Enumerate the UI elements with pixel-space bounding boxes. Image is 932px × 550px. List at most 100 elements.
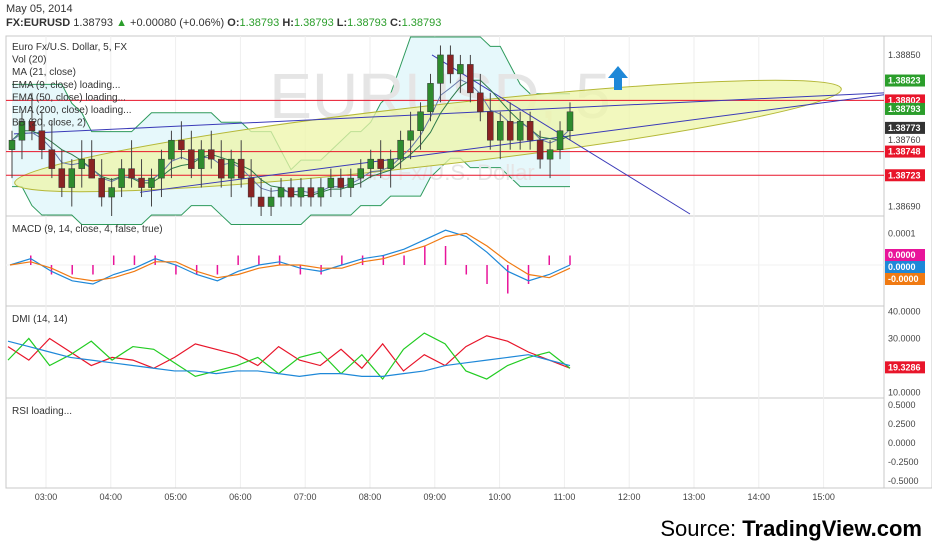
candle-body — [178, 139, 185, 150]
candle-body — [566, 111, 574, 131]
candle-body — [148, 177, 155, 188]
low-value: 1.38793 — [347, 17, 387, 29]
price-label-text: 0.0000 — [888, 262, 916, 272]
candle-body — [227, 158, 235, 179]
y-tick-label: 1.38760 — [888, 135, 921, 145]
y-tick-label: 0.5000 — [888, 400, 916, 410]
price-label-box — [885, 145, 925, 158]
candle-body — [297, 187, 305, 198]
x-tick-label: 09:00 — [424, 492, 447, 502]
candle-body — [467, 64, 474, 94]
candle-body — [477, 92, 484, 113]
x-tick-label: 11:00 — [553, 492, 575, 502]
price-change: +0.00080 (+0.06%) — [130, 17, 225, 29]
price-label-text: 1.38723 — [888, 170, 921, 180]
x-tick-label: 05:00 — [164, 492, 187, 502]
dmi-minus-line — [7, 332, 571, 381]
open-value: 1.38793 — [239, 17, 280, 29]
y-tick-label: 1.38690 — [888, 202, 921, 212]
candle-body — [68, 168, 76, 188]
x-tick-label: 04:00 — [100, 492, 123, 502]
price-label-box — [885, 273, 925, 285]
candle-body — [267, 196, 275, 207]
trendline-upper — [13, 92, 885, 135]
candle-body — [138, 177, 145, 188]
price-label-text: 1.38802 — [888, 95, 921, 105]
candle-body — [437, 54, 444, 84]
price-label-box — [885, 249, 925, 261]
candle-body — [536, 139, 544, 160]
candle-body — [198, 149, 205, 169]
price-label-box — [885, 169, 925, 182]
x-tick-label: 08:00 — [359, 492, 382, 502]
candle-body — [28, 121, 36, 131]
candle-body — [208, 149, 215, 160]
source-name: TradingView.com — [742, 516, 922, 541]
candle-body — [118, 168, 125, 188]
symbol-quote-line: FX:EURUSD 1.38793 ▲ +0.00080 (+0.06%) O:… — [6, 17, 441, 29]
adx-line — [7, 340, 571, 377]
study-legend-item: Euro Fx/U.S. Dollar, 5, FX — [12, 42, 127, 53]
trendline-lower — [139, 94, 885, 193]
y-tick-label: 0.0000 — [888, 438, 916, 448]
bollinger-lower-line — [12, 157, 570, 226]
price-label-text: 1.38823 — [888, 76, 921, 86]
y-tick-label: -0.2500 — [888, 457, 919, 467]
candle-body — [58, 168, 66, 188]
x-tick-label: 07:00 — [294, 492, 317, 502]
study-legend-item: BB (20, close, 2) — [12, 118, 86, 129]
last-price: 1.38793 — [73, 17, 113, 29]
high-label: H: — [282, 17, 294, 29]
x-tick-label: 13:00 — [683, 492, 706, 502]
candle-body — [457, 64, 464, 75]
candle-body — [506, 121, 514, 141]
candle-body — [38, 130, 46, 150]
x-tick-label: 15:00 — [812, 492, 835, 502]
candle-body — [188, 149, 195, 169]
price-label-box — [885, 361, 925, 374]
macd-signal-line — [9, 232, 571, 282]
candle-body — [128, 168, 135, 179]
candle-body — [8, 139, 16, 150]
candle-body — [347, 177, 355, 188]
change-up-icon: ▲ — [116, 17, 127, 29]
candle-body — [247, 177, 255, 198]
open-label: O: — [227, 17, 240, 29]
study-legend-item: EMA (200, close) loading... — [12, 105, 132, 116]
y-tick-label: 0.2500 — [888, 419, 916, 429]
candle-body — [237, 158, 245, 179]
candle-body — [447, 54, 454, 75]
x-tick-label: 06:00 — [229, 492, 252, 502]
candle-body — [357, 168, 364, 179]
close-value: 1.38793 — [401, 17, 442, 29]
price-label-text: 19.3286 — [888, 362, 921, 372]
candle-body — [367, 158, 374, 169]
x-tick-label: 03:00 — [35, 492, 58, 502]
candle-body — [407, 130, 414, 141]
candle-body — [317, 187, 325, 198]
price-label-text: 1.38748 — [888, 147, 921, 157]
price-label-text: 0.0000 — [888, 250, 916, 260]
study-legend-item: EMA (9, close) loading... — [12, 80, 120, 91]
candle-body — [257, 196, 265, 207]
y-tick-label: 1.38850 — [888, 50, 921, 60]
x-tick-label: 14:00 — [748, 492, 771, 502]
price-label-box — [885, 74, 925, 87]
candle-body — [48, 149, 56, 169]
candle-body — [516, 121, 524, 141]
pane-rsi — [5, 397, 885, 489]
candle-body — [287, 187, 295, 198]
study-legend-item: EMA (50, close) loading... — [12, 92, 126, 103]
candle-body — [417, 111, 424, 131]
candle-body — [168, 139, 175, 160]
y-tick-label: -0.5000 — [888, 476, 919, 486]
candle-body — [307, 187, 315, 198]
candle-body — [88, 158, 95, 179]
price-label-box — [885, 121, 925, 134]
candle-body — [327, 177, 335, 188]
x-tick-label: 10:00 — [488, 492, 511, 502]
low-label: L: — [336, 17, 348, 29]
up-arrow-icon — [608, 66, 628, 90]
pane-dmi — [5, 305, 885, 399]
